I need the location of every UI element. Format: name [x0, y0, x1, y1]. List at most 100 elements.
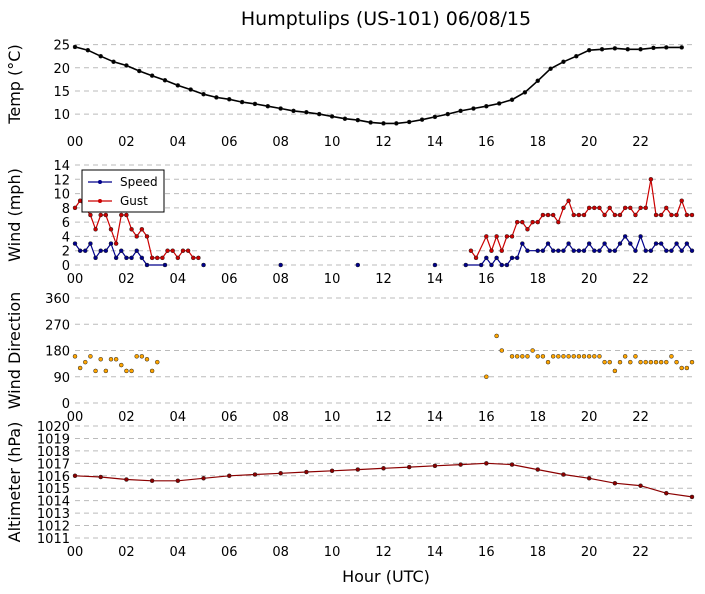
data-point: [561, 354, 566, 359]
data-point: [540, 354, 546, 359]
x-tick-label: 04: [170, 272, 187, 287]
x-tick-label: 02: [118, 272, 135, 287]
data-point: [489, 262, 494, 268]
data-point: [484, 255, 489, 261]
data-point: [525, 227, 530, 232]
data-point: [155, 359, 160, 365]
data-point: [599, 47, 605, 52]
data-point: [139, 227, 145, 232]
data-point: [149, 478, 155, 484]
x-tick-label: 06: [221, 410, 238, 425]
data-point: [658, 241, 664, 246]
data-point: [622, 234, 628, 239]
data-point: [664, 248, 669, 253]
x-tick-label: 10: [324, 135, 341, 150]
data-point: [653, 212, 659, 218]
data-point: [252, 472, 258, 477]
data-point: [545, 359, 551, 365]
data-point: [355, 117, 361, 123]
data-point: [124, 63, 129, 68]
data-point: [689, 494, 695, 500]
x-tick-label: 20: [581, 410, 598, 425]
data-point: [108, 357, 114, 362]
series-line-gust: [74, 179, 692, 260]
x-tick-label: 22: [632, 410, 649, 425]
x-tick-label: 14: [427, 135, 444, 150]
data-point: [83, 248, 88, 253]
data-point: [607, 359, 612, 365]
data-point: [329, 468, 335, 474]
x-tick-label: 12: [375, 272, 392, 287]
data-point: [514, 219, 520, 225]
data-point: [432, 262, 438, 268]
data-point: [571, 354, 576, 359]
x-tick-label: 14: [427, 272, 444, 287]
data-point: [134, 248, 139, 253]
data-point: [478, 262, 484, 268]
data-point: [653, 359, 659, 365]
data-point: [669, 248, 674, 253]
data-point: [509, 255, 515, 261]
data-point: [368, 120, 373, 125]
data-point: [129, 227, 134, 232]
data-point: [134, 354, 139, 359]
data-point: [574, 53, 579, 59]
data-point: [278, 471, 283, 476]
data-point: [664, 490, 669, 496]
data-point: [633, 212, 638, 218]
data-point: [561, 248, 566, 253]
data-point: [124, 368, 129, 374]
data-point: [458, 108, 463, 114]
data-point: [689, 248, 695, 253]
legend-marker: [98, 199, 102, 203]
data-point: [98, 212, 103, 218]
legend-box: [81, 169, 165, 213]
data-point: [684, 365, 690, 371]
data-point: [113, 255, 119, 261]
data-point: [484, 103, 489, 109]
data-point: [494, 333, 499, 339]
data-point: [509, 234, 515, 239]
data-point: [576, 354, 582, 359]
data-point: [674, 212, 679, 218]
data-point: [504, 262, 510, 268]
data-point: [509, 97, 515, 102]
data-point: [473, 255, 479, 261]
data-point: [468, 248, 474, 253]
data-point: [180, 248, 186, 253]
data-point: [581, 212, 587, 218]
data-point: [535, 219, 540, 225]
x-tick-label: 00: [67, 545, 84, 560]
data-point: [72, 473, 78, 479]
data-point: [278, 106, 283, 111]
data-point: [291, 108, 296, 114]
data-point: [592, 248, 597, 253]
data-point: [304, 469, 309, 475]
data-point: [561, 205, 566, 211]
data-point: [522, 90, 528, 95]
data-point: [149, 255, 155, 261]
data-point: [304, 110, 309, 115]
y-tick-label: 1014: [37, 495, 70, 510]
y-tick-label: 15: [53, 85, 70, 100]
data-point: [160, 255, 165, 261]
data-point: [535, 467, 540, 472]
y-tick-label: 6: [62, 216, 70, 231]
data-point: [648, 248, 654, 253]
x-tick-label: 18: [529, 272, 546, 287]
data-point: [625, 47, 630, 52]
data-point: [72, 205, 78, 211]
data-point: [607, 248, 612, 253]
data-point: [98, 53, 103, 59]
data-point: [617, 359, 623, 365]
data-point: [581, 248, 587, 253]
y-axis-label: Temp (°C): [5, 44, 24, 124]
x-tick-label: 16: [478, 410, 495, 425]
data-point: [602, 212, 607, 218]
x-tick-label: 22: [632, 545, 649, 560]
data-point: [679, 248, 684, 253]
data-point: [113, 357, 119, 362]
data-point: [581, 354, 587, 359]
